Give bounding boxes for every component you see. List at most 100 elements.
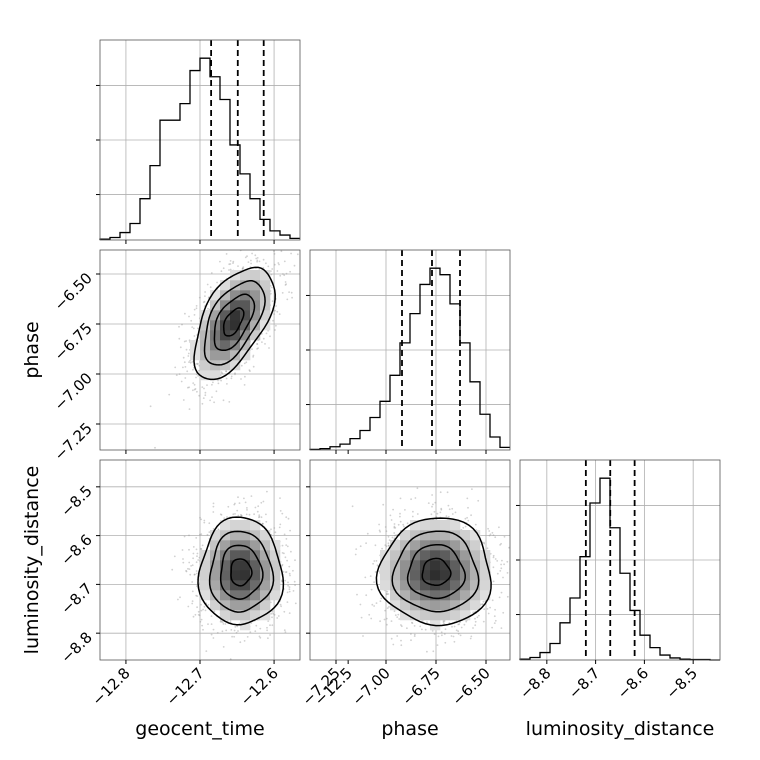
sample-point [406,522,409,525]
sample-point [204,295,206,297]
density-cell [210,560,221,571]
sample-point [234,502,236,505]
sample-point [411,621,413,624]
sample-point [202,628,204,631]
sample-point [288,586,291,588]
sample-point [200,548,203,550]
sample-point [185,570,188,573]
sample-point [284,556,287,559]
density-cell [220,580,231,591]
sample-point [351,505,354,508]
density-cell [200,570,211,581]
sample-point [195,373,198,376]
sample-point [231,635,234,638]
sample-point [234,373,236,376]
sample-point [284,631,287,633]
sample-point [288,612,291,614]
sample-point [281,512,284,515]
sample-point [271,286,273,289]
sample-point [392,508,394,511]
sample-point [523,642,525,644]
density-cell [240,300,251,311]
sample-point [414,497,417,499]
sample-point [186,370,189,373]
density-cell [220,300,231,311]
sample-point [474,620,477,623]
contour-line [193,266,276,381]
sample-point [288,291,290,293]
sample-point [265,513,267,516]
sample-point [270,528,272,531]
sample-point [483,608,486,611]
sample-point [397,523,400,526]
sample-point [291,296,293,299]
sample-point [248,369,251,371]
sample-point [270,612,273,615]
sample-point [522,569,524,571]
sample-point [216,632,219,634]
density-cell [220,550,231,561]
sample-point [196,606,199,609]
sample-point [487,612,490,615]
sample-point [283,552,285,555]
sample-point [262,337,265,340]
density-cell [270,560,281,571]
sample-point [236,625,239,628]
sample-point [396,635,399,637]
sample-point [212,511,215,513]
density-cell [210,350,221,361]
joint-panel-phase-luminosity_distance [306,459,525,664]
sample-point [198,614,201,617]
sample-point [213,401,216,404]
sample-point [269,634,271,636]
sample-point [206,283,209,286]
sample-point [406,627,408,630]
sample-point [230,377,233,380]
density-cell [230,310,241,321]
sample-point [199,620,202,623]
sample-point [177,598,179,601]
density-cell [250,580,261,591]
sample-point [283,629,286,632]
sample-point [285,571,287,574]
sample-point [443,622,445,625]
sample-point [355,548,358,550]
sample-point [237,265,239,267]
sample-point [225,370,228,373]
plot-area [100,460,300,660]
sample-point [196,595,199,597]
sample-point [238,502,241,504]
sample-point [286,298,289,301]
sample-point [502,576,504,579]
sample-point [237,496,239,499]
sample-point [193,308,196,311]
contour-line [219,544,264,600]
density-cell [220,600,231,611]
density-cell [240,560,251,571]
sample-point [192,615,195,618]
contour-line [230,558,253,587]
sample-point [175,374,178,376]
sample-point [228,269,230,271]
sample-point [275,324,277,327]
density-cell [250,560,261,571]
sample-point [257,505,260,508]
sample-point [219,513,222,516]
sample-point [453,640,456,643]
sample-point [221,621,224,623]
density-cell [210,530,221,541]
sample-point [212,502,215,505]
sample-point [364,576,367,579]
sample-point [209,399,212,402]
sample-point [192,368,194,371]
sample-point [256,343,258,345]
sample-point [234,372,236,375]
sample-point [465,620,468,623]
sample-point [278,263,280,266]
sample-point [227,505,230,508]
sample-point [240,378,242,380]
sample-point [427,502,430,504]
sample-point [394,614,397,617]
contours [197,516,285,626]
sample-point [256,257,259,259]
